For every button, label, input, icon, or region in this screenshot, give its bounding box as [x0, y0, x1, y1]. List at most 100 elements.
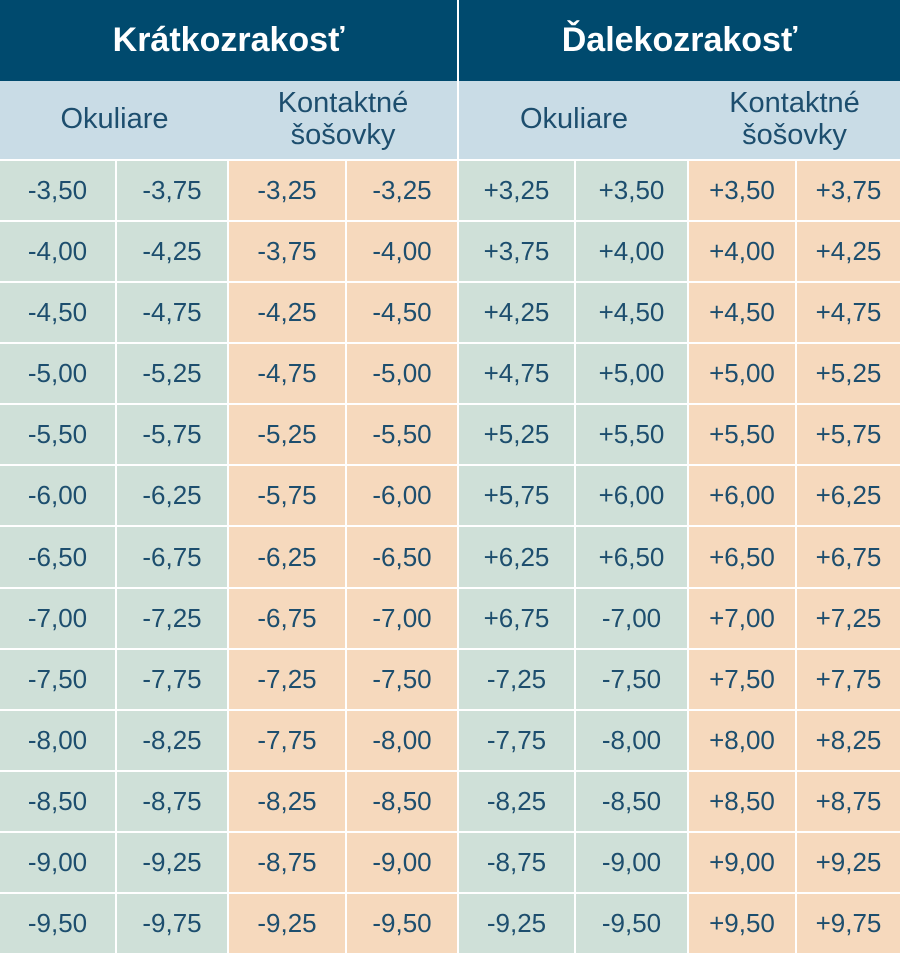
table-cell-short-contacts: -4,75 [229, 344, 347, 406]
table-cell-short-glasses: -4,25 [117, 222, 229, 284]
table-cell-far-glasses: -8,00 [576, 710, 689, 772]
table-cell-short-contacts: -4,50 [347, 283, 459, 345]
table-cell-short-glasses: -9,00 [0, 832, 117, 894]
table-cell-far-contacts: +8,75 [797, 771, 900, 833]
table-cell-far-glasses: +6,00 [576, 466, 689, 528]
table-cell-far-contacts: +5,75 [797, 405, 900, 467]
table-cell-short-contacts: -8,25 [229, 771, 347, 833]
table-cell-far-contacts: +6,75 [797, 527, 900, 589]
table-cell-far-glasses: +5,50 [576, 405, 689, 467]
table-cell-far-glasses: +6,75 [459, 588, 576, 650]
table-cell-short-contacts: -9,50 [347, 893, 459, 955]
table-cell-far-contacts: +7,00 [689, 588, 797, 650]
table-cell-far-glasses: -9,25 [459, 893, 576, 955]
table-cell-short-glasses: -8,50 [0, 771, 117, 833]
table-cell-far-contacts: +9,50 [689, 893, 797, 955]
table-cell-short-glasses: -9,50 [0, 893, 117, 955]
table-cell-far-contacts: +8,25 [797, 710, 900, 772]
table-cell-short-contacts: -5,75 [229, 466, 347, 528]
header-nearsightedness: Krátkozrakosť [0, 0, 459, 81]
table-cell-far-glasses: -8,75 [459, 832, 576, 894]
table-cell-far-contacts: +7,75 [797, 649, 900, 711]
table-cell-short-glasses: -5,75 [117, 405, 229, 467]
table-cell-far-contacts: +7,25 [797, 588, 900, 650]
table-cell-short-glasses: -6,00 [0, 466, 117, 528]
table-cell-short-contacts: -4,25 [229, 283, 347, 345]
table-cell-far-contacts: +4,75 [797, 283, 900, 345]
table-cell-short-glasses: -5,25 [117, 344, 229, 406]
table-cell-far-contacts: +4,00 [689, 222, 797, 284]
table-cell-short-contacts: -9,00 [347, 832, 459, 894]
table-cell-far-contacts: +9,00 [689, 832, 797, 894]
table-cell-short-contacts: -4,00 [347, 222, 459, 284]
table-cell-far-glasses: +3,25 [459, 161, 576, 223]
table-cell-short-glasses: -8,25 [117, 710, 229, 772]
table-cell-short-contacts: -9,25 [229, 893, 347, 955]
table-cell-far-glasses: -8,25 [459, 771, 576, 833]
table-cell-far-contacts: +6,25 [797, 466, 900, 528]
table-cell-far-contacts: +6,00 [689, 466, 797, 528]
table-cell-short-glasses: -7,50 [0, 649, 117, 711]
table-cell-short-contacts: -7,50 [347, 649, 459, 711]
table-cell-short-contacts: -5,25 [229, 405, 347, 467]
subheader-contacts-line2: šošovky [742, 119, 847, 151]
table-cell-far-glasses: -7,25 [459, 649, 576, 711]
subheader-glasses-far: Okuliare [459, 81, 689, 161]
table-cell-far-glasses: +4,50 [576, 283, 689, 345]
table-cell-short-contacts: -3,25 [347, 161, 459, 223]
table-cell-short-glasses: -4,75 [117, 283, 229, 345]
table-cell-short-glasses: -3,50 [0, 161, 117, 223]
table-cell-far-contacts: +9,75 [797, 893, 900, 955]
table-cell-short-glasses: -8,00 [0, 710, 117, 772]
subheader-contacts-line1: Kontaktné [277, 87, 409, 120]
table-cell-short-contacts: -6,75 [229, 588, 347, 650]
table-cell-far-contacts: +4,50 [689, 283, 797, 345]
subheader-contacts-short: Kontaktné šošovky [229, 81, 459, 161]
table-cell-short-glasses: -6,25 [117, 466, 229, 528]
table-cell-far-contacts: +3,50 [689, 161, 797, 223]
table-cell-short-contacts: -3,75 [229, 222, 347, 284]
subheader-contacts-line1: Kontaktné [729, 87, 860, 120]
table-cell-short-glasses: -4,50 [0, 283, 117, 345]
table-cell-far-contacts: +3,75 [797, 161, 900, 223]
table-cell-far-glasses: +4,75 [459, 344, 576, 406]
table-cell-far-glasses: -7,00 [576, 588, 689, 650]
table-cell-far-glasses: -7,75 [459, 710, 576, 772]
table-cell-short-glasses: -8,75 [117, 771, 229, 833]
table-cell-far-glasses: -9,00 [576, 832, 689, 894]
table-cell-short-contacts: -7,25 [229, 649, 347, 711]
table-cell-short-glasses: -5,00 [0, 344, 117, 406]
table-cell-short-contacts: -3,25 [229, 161, 347, 223]
table-cell-far-glasses: -7,50 [576, 649, 689, 711]
table-cell-far-glasses: +5,00 [576, 344, 689, 406]
table-cell-far-glasses: +3,50 [576, 161, 689, 223]
table-cell-short-contacts: -7,00 [347, 588, 459, 650]
table-cell-short-glasses: -9,75 [117, 893, 229, 955]
table-cell-short-glasses: -6,50 [0, 527, 117, 589]
table-cell-far-glasses: +4,25 [459, 283, 576, 345]
table-cell-far-contacts: +8,00 [689, 710, 797, 772]
table-cell-short-glasses: -7,25 [117, 588, 229, 650]
table-cell-short-glasses: -4,00 [0, 222, 117, 284]
table-cell-short-glasses: -3,75 [117, 161, 229, 223]
table-cell-short-glasses: -5,50 [0, 405, 117, 467]
table-cell-far-glasses: +4,00 [576, 222, 689, 284]
table-cell-short-contacts: -8,00 [347, 710, 459, 772]
table-cell-far-glasses: +6,50 [576, 527, 689, 589]
table-cell-short-glasses: -7,75 [117, 649, 229, 711]
table-cell-short-contacts: -6,25 [229, 527, 347, 589]
table-cell-far-contacts: +8,50 [689, 771, 797, 833]
table-cell-far-glasses: +5,75 [459, 466, 576, 528]
table-cell-far-contacts: +4,25 [797, 222, 900, 284]
table-cell-far-contacts: +5,00 [689, 344, 797, 406]
table-cell-short-contacts: -6,00 [347, 466, 459, 528]
table-cell-short-glasses: -9,25 [117, 832, 229, 894]
table-cell-far-glasses: +6,25 [459, 527, 576, 589]
table-cell-far-contacts: +5,50 [689, 405, 797, 467]
table-cell-far-contacts: +9,25 [797, 832, 900, 894]
subheader-glasses-short: Okuliare [0, 81, 229, 161]
table-cell-far-glasses: -8,50 [576, 771, 689, 833]
table-cell-short-contacts: -7,75 [229, 710, 347, 772]
subheader-contacts-far: Kontaktné šošovky [689, 81, 900, 161]
